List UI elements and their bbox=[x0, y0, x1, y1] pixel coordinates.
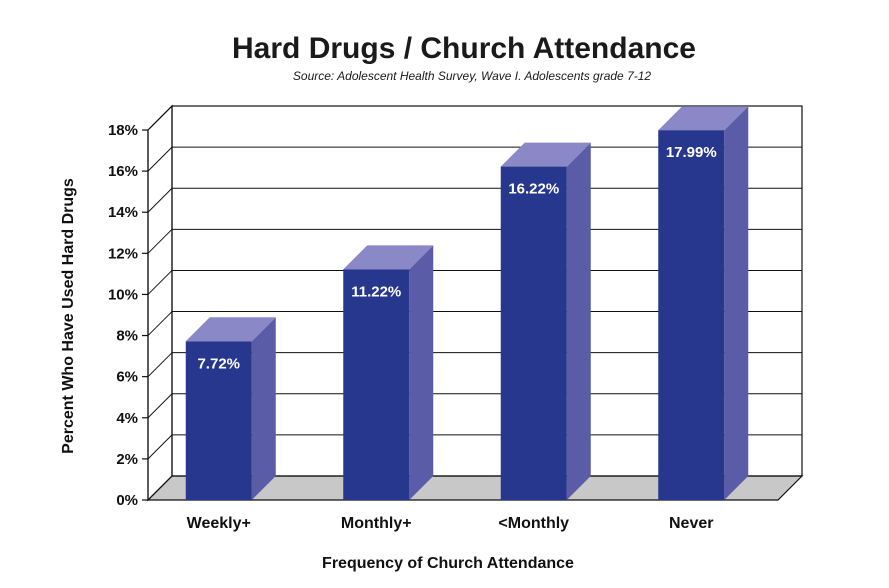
gridline-side bbox=[147, 311, 173, 336]
x-category-label: <Monthly bbox=[498, 515, 569, 532]
chart-subtitle: Source: Adolescent Health Survey, Wave I… bbox=[293, 69, 652, 83]
bar-front bbox=[185, 341, 252, 500]
x-category-label: Never bbox=[669, 515, 713, 532]
y-tick-label: 18% bbox=[108, 122, 138, 139]
y-tick-label: 14% bbox=[108, 204, 138, 221]
data-label: 7.72% bbox=[197, 355, 240, 372]
bar-front bbox=[658, 130, 725, 500]
y-tick-label: 6% bbox=[116, 369, 138, 386]
bars: 7.72% 11.22% 16.22% 17.99% bbox=[185, 106, 749, 501]
bar: 16.22% bbox=[500, 142, 591, 501]
gridline-side bbox=[147, 352, 173, 378]
y-tick-label: 4% bbox=[116, 410, 138, 427]
x-axis-categories: Weekly+ Monthly+ <Monthly Never bbox=[187, 515, 714, 532]
data-label: 16.22% bbox=[508, 181, 559, 198]
bar-top bbox=[185, 317, 276, 342]
bar: 11.22% bbox=[343, 245, 434, 500]
bar-side bbox=[724, 106, 749, 500]
chart-title: Hard Drugs / Church Attendance bbox=[232, 32, 696, 65]
bar-side bbox=[409, 245, 434, 500]
data-label: 11.22% bbox=[351, 283, 401, 300]
y-tick-label: 10% bbox=[108, 286, 138, 303]
y-tick-label: 0% bbox=[116, 492, 138, 509]
bar-top bbox=[343, 245, 434, 270]
y-tick-label: 16% bbox=[108, 163, 138, 180]
y-tick-label: 12% bbox=[108, 245, 138, 262]
y-tick-label: 8% bbox=[116, 328, 138, 345]
gridline-side bbox=[147, 228, 173, 254]
x-category-label: Weekly+ bbox=[187, 515, 251, 532]
data-label: 17.99% bbox=[666, 144, 717, 161]
bar: 17.99% bbox=[658, 106, 749, 500]
x-category-label: Monthly+ bbox=[341, 515, 412, 532]
gridline-side bbox=[147, 270, 173, 295]
x-axis-title: Frequency of Church Attendance bbox=[322, 555, 574, 572]
bar-front bbox=[343, 269, 410, 500]
y-axis-title: Percent Who Have Used Hard Drugs bbox=[60, 178, 77, 454]
y-axis-ticks: 0% 2% 4% 6% 8% 10% 12% 14% 16% 18% bbox=[108, 122, 148, 509]
bar-side bbox=[251, 317, 276, 500]
left-wall bbox=[147, 104, 173, 502]
gridline-side bbox=[147, 146, 173, 172]
bar-front bbox=[500, 166, 567, 501]
bar-side bbox=[566, 142, 591, 501]
gridline-side bbox=[147, 393, 173, 419]
bar-top bbox=[500, 142, 591, 167]
gridline-side bbox=[147, 434, 173, 460]
bar-top bbox=[658, 106, 749, 131]
y-tick-label: 2% bbox=[116, 451, 138, 468]
bar: 7.72% bbox=[185, 317, 276, 500]
gridline-side bbox=[147, 187, 173, 213]
